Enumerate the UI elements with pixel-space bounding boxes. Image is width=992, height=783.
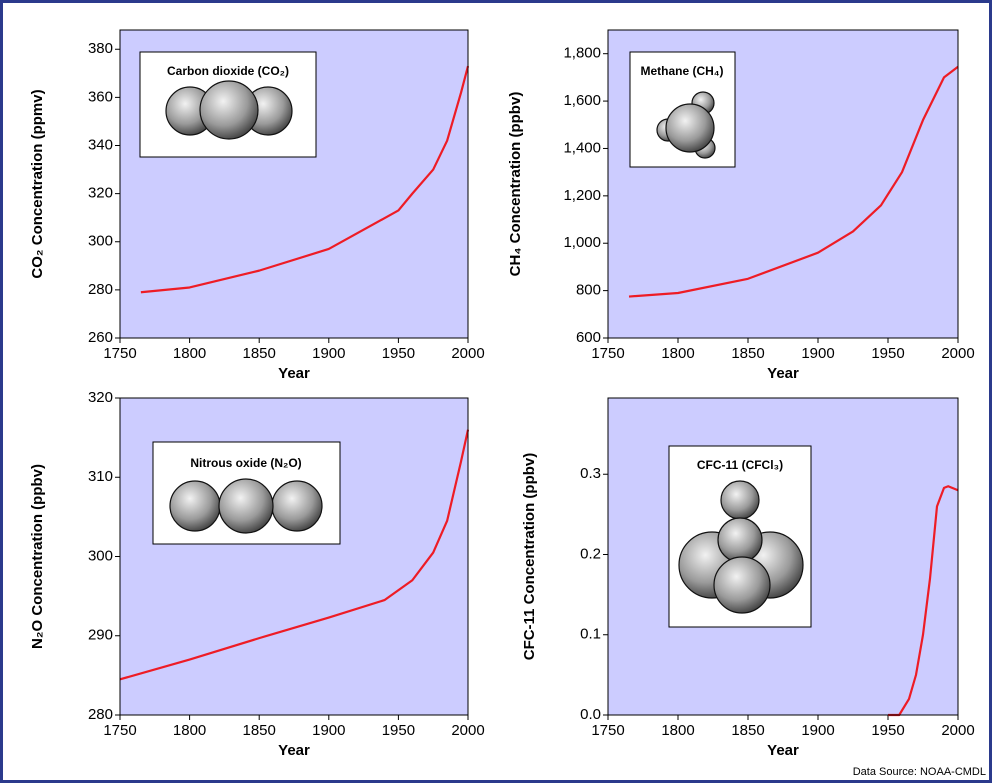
x-tick-label: 1850 bbox=[731, 722, 764, 739]
data-line bbox=[628, 65, 959, 298]
insets: Carbon dioxide (CO₂) Methane (CH₄) Nitro… bbox=[139, 51, 812, 628]
y-axis-title: N₂O Concentration (ppbv) bbox=[29, 464, 46, 649]
x-tick-label: 1850 bbox=[731, 345, 764, 362]
y-tick-label: 290 bbox=[88, 627, 113, 644]
x-tick-label: 1950 bbox=[382, 722, 415, 739]
x-tick-label: 2000 bbox=[941, 345, 974, 362]
x-tick-label: 2000 bbox=[941, 722, 974, 739]
x-tick-label: 1850 bbox=[243, 345, 276, 362]
x-tick-label: 1850 bbox=[243, 722, 276, 739]
data-line bbox=[888, 485, 959, 717]
atom bbox=[717, 517, 763, 563]
inset-label: Methane (CH₄) bbox=[640, 64, 723, 78]
x-tick-label: 1800 bbox=[173, 345, 206, 362]
y-tick-label: 0.1 bbox=[580, 626, 601, 643]
y-tick-label: 1,000 bbox=[563, 234, 601, 251]
y-tick-label: 1,800 bbox=[563, 45, 601, 62]
x-tick-label: 1800 bbox=[661, 345, 694, 362]
y-tick-label: 260 bbox=[88, 329, 113, 346]
y-tick-label: 300 bbox=[88, 547, 113, 564]
y-tick-label: 340 bbox=[88, 136, 113, 153]
y-tick-label: 380 bbox=[88, 40, 113, 57]
y-axis-title: CFC-11 Concentration (ppbv) bbox=[521, 453, 538, 661]
x-tick-label: 1900 bbox=[312, 722, 345, 739]
x-tick-label: 1800 bbox=[173, 722, 206, 739]
source-note: Data Source: NOAA-CMDL bbox=[853, 766, 986, 778]
x-tick-label: 1900 bbox=[801, 345, 834, 362]
x-tick-label: 1950 bbox=[871, 722, 904, 739]
y-tick-label: 320 bbox=[88, 185, 113, 202]
y-axis-title: CH₄ Concentration (ppbv) bbox=[507, 92, 524, 277]
y-tick-label: 1,200 bbox=[563, 187, 601, 204]
atom bbox=[218, 478, 274, 534]
y-tick-label: 360 bbox=[88, 88, 113, 105]
y-tick-label: 310 bbox=[88, 468, 113, 485]
y-tick-label: 280 bbox=[88, 281, 113, 298]
plot-frame bbox=[607, 397, 959, 716]
atom bbox=[169, 480, 221, 532]
data-line bbox=[119, 429, 470, 681]
inset-label: CFC-11 (CFCl₃) bbox=[697, 458, 783, 472]
y-tick-label: 0.0 bbox=[580, 706, 601, 723]
atom bbox=[720, 480, 760, 520]
x-tick-label: 1750 bbox=[103, 345, 136, 362]
x-tick-label: 1750 bbox=[591, 345, 624, 362]
y-tick-label: 800 bbox=[576, 282, 601, 299]
x-tick-label: 1800 bbox=[661, 722, 694, 739]
x-tick-label: 1750 bbox=[591, 722, 624, 739]
x-axis-title: Year bbox=[767, 742, 799, 759]
atom bbox=[665, 103, 715, 153]
x-axis-title: Year bbox=[278, 365, 310, 382]
x-axis-title: Year bbox=[767, 365, 799, 382]
x-tick-label: 2000 bbox=[451, 345, 484, 362]
atom bbox=[199, 80, 259, 140]
y-tick-label: 0.2 bbox=[580, 545, 601, 562]
x-tick-label: 2000 bbox=[451, 722, 484, 739]
atom bbox=[271, 480, 323, 532]
x-tick-label: 1950 bbox=[871, 345, 904, 362]
atom bbox=[713, 556, 771, 614]
y-tick-label: 300 bbox=[88, 233, 113, 250]
x-tick-label: 1900 bbox=[312, 345, 345, 362]
plot-frame bbox=[119, 397, 469, 716]
x-tick-label: 1750 bbox=[103, 722, 136, 739]
y-tick-label: 280 bbox=[88, 706, 113, 723]
plot-frame bbox=[607, 29, 959, 339]
x-tick-label: 1900 bbox=[801, 722, 834, 739]
y-axis-title: CO₂ Concentration (ppmv) bbox=[29, 89, 46, 278]
y-tick-label: 1,400 bbox=[563, 139, 601, 156]
inset-label: Nitrous oxide (N₂O) bbox=[190, 456, 301, 470]
y-tick-label: 320 bbox=[88, 389, 113, 406]
y-tick-label: 600 bbox=[576, 329, 601, 346]
x-axis-title: Year bbox=[278, 742, 310, 759]
data-line bbox=[140, 65, 470, 294]
y-tick-label: 0.3 bbox=[580, 465, 601, 482]
y-tick-label: 1,600 bbox=[563, 92, 601, 109]
plot-frame bbox=[119, 29, 469, 339]
inset-label: Carbon dioxide (CO₂) bbox=[167, 64, 289, 78]
x-tick-label: 1950 bbox=[382, 345, 415, 362]
